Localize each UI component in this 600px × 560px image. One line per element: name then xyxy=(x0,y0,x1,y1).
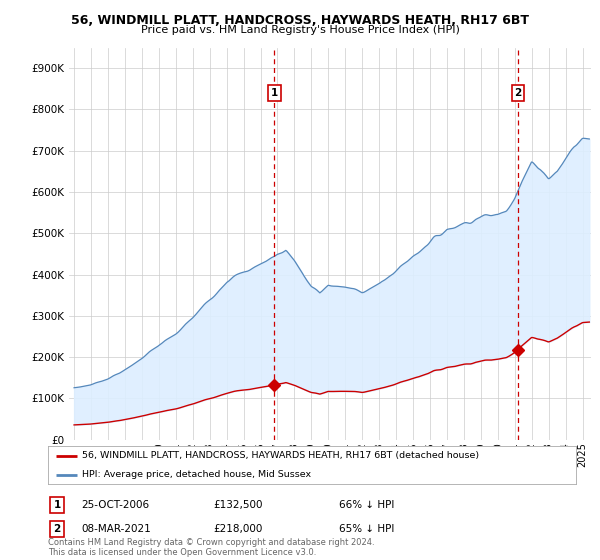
Text: Contains HM Land Registry data © Crown copyright and database right 2024.
This d: Contains HM Land Registry data © Crown c… xyxy=(48,538,374,557)
Text: Price paid vs. HM Land Registry's House Price Index (HPI): Price paid vs. HM Land Registry's House … xyxy=(140,25,460,35)
Text: 1: 1 xyxy=(53,500,61,510)
Text: 65% ↓ HPI: 65% ↓ HPI xyxy=(339,524,394,534)
Text: £218,000: £218,000 xyxy=(213,524,262,534)
Text: £132,500: £132,500 xyxy=(213,500,263,510)
Text: 25-OCT-2006: 25-OCT-2006 xyxy=(81,500,149,510)
Text: 1: 1 xyxy=(271,88,278,98)
Text: 2: 2 xyxy=(53,524,61,534)
Text: 66% ↓ HPI: 66% ↓ HPI xyxy=(339,500,394,510)
Text: 2: 2 xyxy=(514,88,521,98)
Text: 56, WINDMILL PLATT, HANDCROSS, HAYWARDS HEATH, RH17 6BT: 56, WINDMILL PLATT, HANDCROSS, HAYWARDS … xyxy=(71,14,529,27)
Text: HPI: Average price, detached house, Mid Sussex: HPI: Average price, detached house, Mid … xyxy=(82,470,311,479)
Text: 08-MAR-2021: 08-MAR-2021 xyxy=(81,524,151,534)
Text: 56, WINDMILL PLATT, HANDCROSS, HAYWARDS HEATH, RH17 6BT (detached house): 56, WINDMILL PLATT, HANDCROSS, HAYWARDS … xyxy=(82,451,479,460)
